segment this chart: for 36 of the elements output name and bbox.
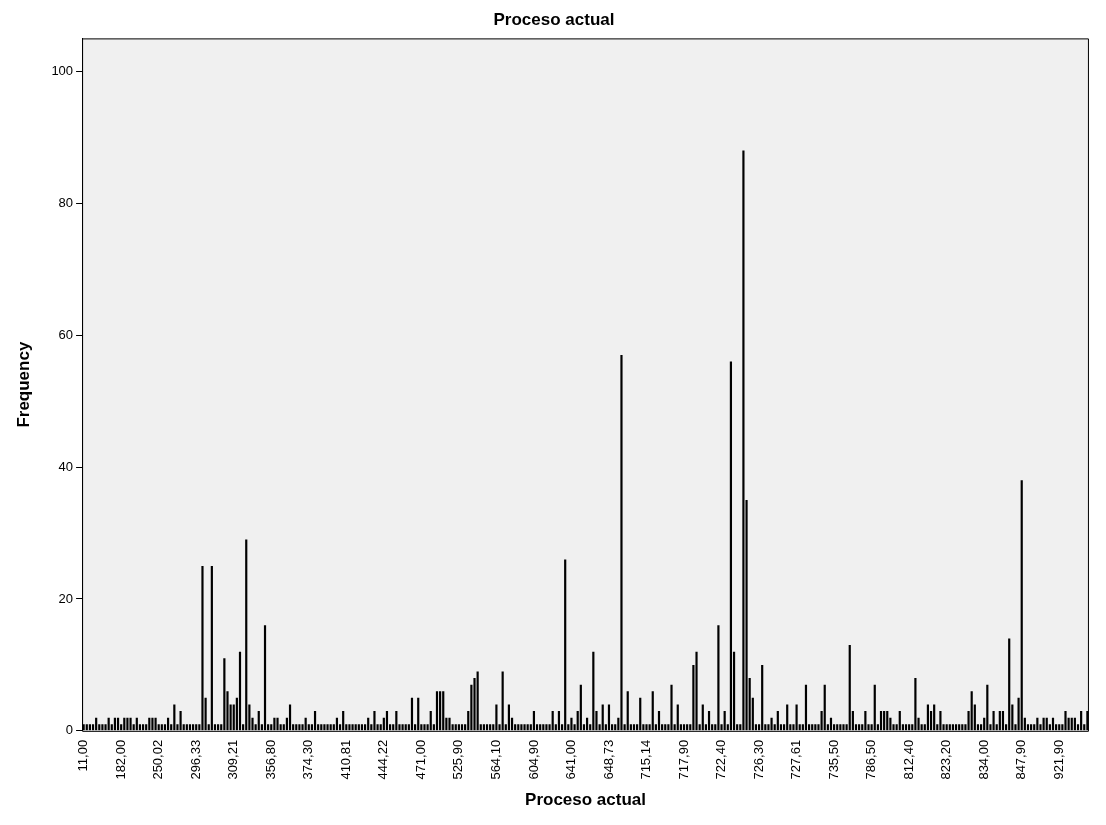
x-tick-label: 648,73 — [600, 739, 616, 780]
x-tick-label: 726,30 — [750, 739, 766, 780]
x-tick-label: 356,80 — [262, 739, 278, 780]
x-tick-label: 410,81 — [337, 739, 353, 780]
x-tick-label: 717,90 — [675, 739, 691, 780]
x-tick-label: 309,21 — [225, 739, 241, 780]
x-tick-label: 182,00 — [112, 739, 128, 780]
x-tick-label: 921,90 — [1050, 739, 1066, 780]
chart-title: Proceso actual — [493, 9, 615, 29]
y-tick-label: 80 — [58, 194, 74, 210]
x-tick-label: 722,40 — [713, 739, 729, 780]
y-axis-title: Frequency — [13, 341, 33, 428]
x-tick-label: 715,14 — [638, 739, 654, 780]
x-tick-label: 296,33 — [187, 739, 203, 780]
x-tick-label: 641,00 — [563, 739, 579, 780]
x-tick-label: 11,00 — [75, 739, 91, 772]
y-tick-label: 100 — [51, 62, 74, 78]
x-tick-label: 525,90 — [450, 739, 466, 780]
x-tick-label: 786,50 — [863, 739, 879, 780]
x-tick-label: 727,61 — [788, 739, 804, 780]
x-tick-label: 471,00 — [412, 739, 428, 780]
y-tick-label: 0 — [65, 722, 74, 738]
x-tick-label: 834,00 — [975, 739, 991, 780]
x-tick-label: 812,40 — [900, 739, 916, 780]
x-tick-label: 823,20 — [938, 739, 954, 780]
x-tick-label: 374,30 — [300, 739, 316, 780]
x-tick-label: 604,90 — [525, 739, 541, 780]
x-tick-label: 444,22 — [375, 739, 391, 780]
y-tick-label: 40 — [58, 458, 74, 474]
x-axis-title: Proceso actual — [525, 790, 646, 810]
y-tick-label: 60 — [58, 326, 74, 342]
x-tick-label: 847,90 — [1013, 739, 1029, 780]
x-tick-label: 735,50 — [825, 739, 841, 780]
y-tick-label: 20 — [58, 590, 74, 606]
x-tick-label: 250,02 — [150, 739, 166, 780]
x-tick-label: 564,10 — [487, 739, 503, 780]
